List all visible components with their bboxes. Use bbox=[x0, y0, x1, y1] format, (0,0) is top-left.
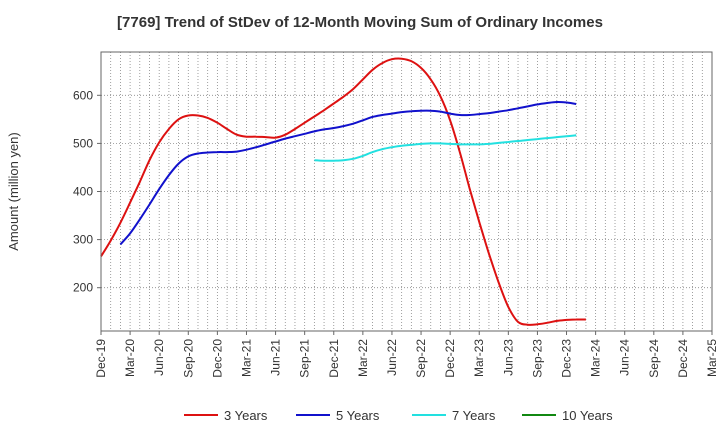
legend-label-10-years: 10 Years bbox=[562, 408, 613, 423]
y-axis: 200 300 400 500 600 bbox=[73, 88, 101, 295]
x-tick-label: Dec-20 bbox=[210, 339, 224, 378]
x-tick-label: Sep-20 bbox=[181, 339, 195, 378]
x-tick-label: Jun-22 bbox=[385, 339, 399, 376]
x-tick-label: Jun-24 bbox=[618, 339, 632, 376]
x-tick-label: Dec-23 bbox=[560, 339, 574, 378]
series-line-7-years bbox=[314, 134, 577, 162]
x-tick-label: Sep-22 bbox=[414, 339, 428, 378]
x-tick-label: Jun-21 bbox=[269, 339, 283, 376]
x-tick-label: Jun-20 bbox=[152, 339, 166, 376]
y-tick-label: 600 bbox=[73, 88, 93, 102]
x-tick-label: Mar-22 bbox=[356, 339, 370, 377]
x-tick-label: Mar-21 bbox=[239, 339, 253, 377]
x-tick-label: Dec-22 bbox=[443, 339, 457, 378]
y-tick-label: 500 bbox=[73, 136, 93, 150]
y-axis-label: Amount (million yen) bbox=[6, 132, 21, 251]
series-lines bbox=[100, 57, 586, 326]
x-tick-label: Mar-25 bbox=[705, 339, 719, 377]
x-tick-label: Sep-21 bbox=[298, 339, 312, 378]
x-axis: Dec-19 Mar-20 Jun-20 Sep-20 Dec-20 Mar-21 Jun-… bbox=[94, 331, 719, 378]
x-tick-label: Sep-23 bbox=[530, 339, 544, 378]
x-tick-label: Dec-19 bbox=[94, 339, 108, 378]
x-tick-label: Mar-20 bbox=[123, 339, 137, 377]
x-tick-label: Sep-24 bbox=[647, 339, 661, 378]
legend-label-7-years: 7 Years bbox=[452, 408, 496, 423]
plot-frame bbox=[100, 51, 713, 332]
x-tick-label: Jun-23 bbox=[501, 339, 515, 376]
series-line-5-years bbox=[119, 100, 577, 246]
y-tick-label: 400 bbox=[73, 185, 93, 199]
y-tick-label: 200 bbox=[73, 281, 93, 295]
legend: 3 Years 5 Years 7 Years 10 Years bbox=[184, 408, 613, 423]
series-line-3-years bbox=[100, 57, 586, 326]
legend-label-5-years: 5 Years bbox=[336, 408, 380, 423]
x-tick-label: Mar-24 bbox=[589, 339, 603, 377]
chart-title: [7769] Trend of StDev of 12-Month Moving… bbox=[117, 14, 603, 31]
x-tick-label: Dec-24 bbox=[676, 339, 690, 378]
grid bbox=[101, 52, 712, 331]
legend-label-3-years: 3 Years bbox=[224, 408, 268, 423]
x-tick-label: Dec-21 bbox=[327, 339, 341, 378]
y-tick-label: 300 bbox=[73, 233, 93, 247]
x-tick-label: Mar-23 bbox=[472, 339, 486, 377]
